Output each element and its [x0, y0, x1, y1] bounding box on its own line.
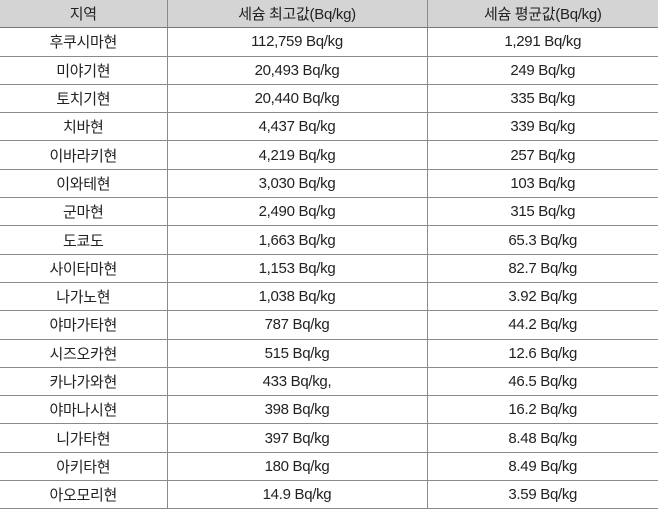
max-value-cell: 397 Bq/kg — [167, 423, 428, 453]
avg-value-cell: 44.2 Bq/kg — [427, 310, 658, 340]
table-row: 나가노현 1,038 Bq/kg 3.92 Bq/kg — [0, 282, 658, 312]
region-cell: 야마나시현 — [0, 395, 168, 425]
avg-value-cell: 82.7 Bq/kg — [427, 254, 658, 283]
table-row: 후쿠시마현 112,759 Bq/kg 1,291 Bq/kg — [0, 27, 658, 57]
region-cell: 치바현 — [0, 112, 168, 142]
table-row: 미야기현 20,493 Bq/kg 249 Bq/kg — [0, 56, 658, 85]
table-row: 시즈오카현 515 Bq/kg 12.6 Bq/kg — [0, 339, 658, 368]
region-cell: 카나가와현 — [0, 367, 168, 397]
max-value-cell: 1,153 Bq/kg — [167, 254, 428, 283]
avg-value-cell: 315 Bq/kg — [427, 197, 658, 227]
table-row: 치바현 4,437 Bq/kg 339 Bq/kg — [0, 112, 658, 142]
avg-value-cell: 12.6 Bq/kg — [427, 339, 658, 368]
table-row: 도쿄도 1,663 Bq/kg 65.3 Bq/kg — [0, 225, 658, 255]
header-row: 지역 세슘 최고값(Bq/kg) 세슘 평균값(Bq/kg) — [0, 0, 658, 29]
max-value-cell: 433 Bq/kg, — [167, 367, 428, 397]
region-cell: 이와테현 — [0, 169, 168, 199]
max-value-cell: 3,030 Bq/kg — [167, 169, 428, 199]
region-cell: 시즈오카현 — [0, 339, 168, 368]
avg-value-cell: 3.92 Bq/kg — [427, 282, 658, 312]
max-value-cell: 1,663 Bq/kg — [167, 225, 428, 255]
max-value-cell: 4,437 Bq/kg — [167, 112, 428, 142]
avg-value-cell: 1,291 Bq/kg — [427, 27, 658, 57]
table-row: 아키타현 180 Bq/kg 8.49 Bq/kg — [0, 452, 658, 482]
region-cell: 도쿄도 — [0, 225, 168, 255]
avg-value-cell: 46.5 Bq/kg — [427, 367, 658, 397]
max-value-cell: 20,440 Bq/kg — [167, 84, 428, 114]
avg-value-cell: 8.48 Bq/kg — [427, 423, 658, 453]
region-cell: 토치기현 — [0, 84, 168, 114]
region-cell: 미야기현 — [0, 56, 168, 85]
region-cell: 야마가타현 — [0, 310, 168, 340]
table-row: 야마가타현 787 Bq/kg 44.2 Bq/kg — [0, 310, 658, 340]
region-cell: 이바라키현 — [0, 140, 168, 170]
region-cell: 후쿠시마현 — [0, 27, 168, 57]
region-cell: 니가타현 — [0, 423, 168, 453]
max-value-cell: 398 Bq/kg — [167, 395, 428, 425]
avg-value-cell: 3.59 Bq/kg — [427, 480, 658, 509]
region-cell: 아오모리현 — [0, 480, 168, 509]
avg-value-cell: 339 Bq/kg — [427, 112, 658, 142]
table-row: 아오모리현 14.9 Bq/kg 3.59 Bq/kg — [0, 480, 658, 509]
max-value-cell: 14.9 Bq/kg — [167, 480, 428, 509]
header-avg: 세슘 평균값(Bq/kg) — [427, 0, 658, 29]
region-cell: 군마현 — [0, 197, 168, 227]
avg-value-cell: 257 Bq/kg — [427, 140, 658, 170]
max-value-cell: 180 Bq/kg — [167, 452, 428, 482]
table-row: 이와테현 3,030 Bq/kg 103 Bq/kg — [0, 169, 658, 199]
table-row: 이바라키현 4,219 Bq/kg 257 Bq/kg — [0, 140, 658, 170]
avg-value-cell: 103 Bq/kg — [427, 169, 658, 199]
table-row: 니가타현 397 Bq/kg 8.48 Bq/kg — [0, 423, 658, 453]
max-value-cell: 515 Bq/kg — [167, 339, 428, 368]
avg-value-cell: 249 Bq/kg — [427, 56, 658, 85]
header-max: 세슘 최고값(Bq/kg) — [167, 0, 428, 29]
table-row: 사이타마현 1,153 Bq/kg 82.7 Bq/kg — [0, 254, 658, 283]
max-value-cell: 4,219 Bq/kg — [167, 140, 428, 170]
table-row: 카나가와현 433 Bq/kg, 46.5 Bq/kg — [0, 367, 658, 397]
table-row: 군마현 2,490 Bq/kg 315 Bq/kg — [0, 197, 658, 227]
region-cell: 아키타현 — [0, 452, 168, 482]
max-value-cell: 20,493 Bq/kg — [167, 56, 428, 85]
max-value-cell: 2,490 Bq/kg — [167, 197, 428, 227]
avg-value-cell: 8.49 Bq/kg — [427, 452, 658, 482]
table-row: 토치기현 20,440 Bq/kg 335 Bq/kg — [0, 84, 658, 114]
max-value-cell: 787 Bq/kg — [167, 310, 428, 340]
avg-value-cell: 16.2 Bq/kg — [427, 395, 658, 425]
avg-value-cell: 335 Bq/kg — [427, 84, 658, 114]
region-cell: 사이타마현 — [0, 254, 168, 283]
header-region: 지역 — [0, 0, 168, 29]
max-value-cell: 112,759 Bq/kg — [167, 27, 428, 57]
table-row: 야마나시현 398 Bq/kg 16.2 Bq/kg — [0, 395, 658, 425]
max-value-cell: 1,038 Bq/kg — [167, 282, 428, 312]
region-cell: 나가노현 — [0, 282, 168, 312]
avg-value-cell: 65.3 Bq/kg — [427, 225, 658, 255]
